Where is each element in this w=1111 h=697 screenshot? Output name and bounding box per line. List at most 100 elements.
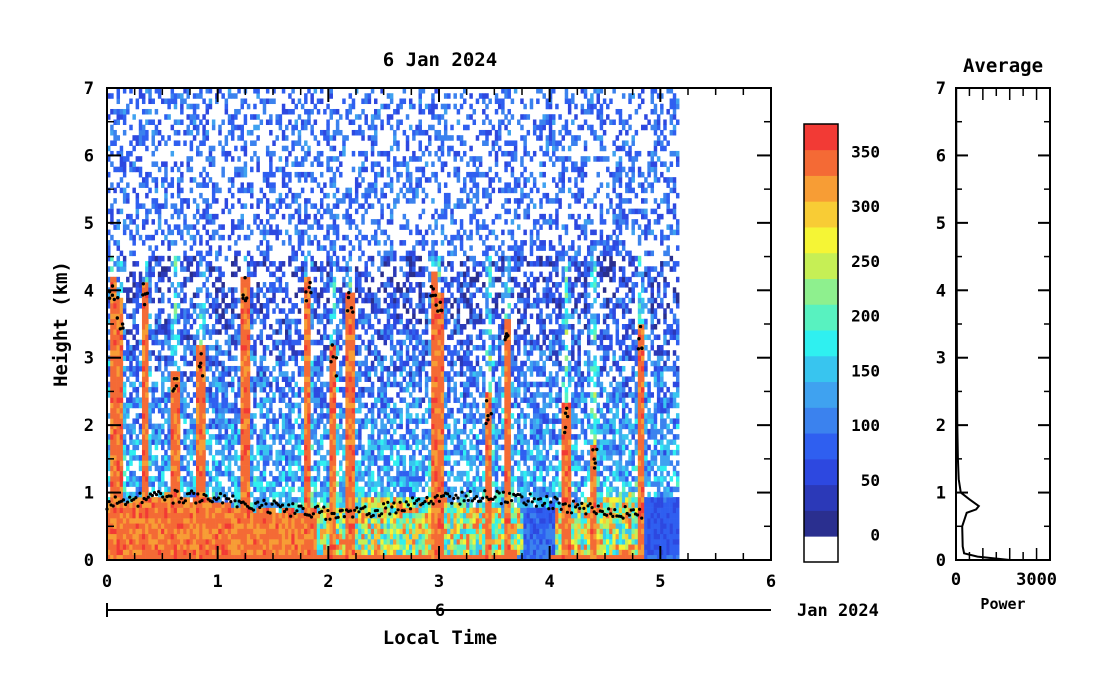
heatmap-cell — [135, 287, 140, 293]
heatmap-cell — [351, 523, 356, 529]
heatmap-cell — [132, 240, 136, 246]
heatmap-cell — [389, 297, 394, 304]
heatmap-cell — [351, 318, 356, 325]
heatmap-cell — [208, 444, 213, 451]
heatmap-cell — [186, 229, 190, 236]
heatmap-cell — [113, 187, 117, 194]
heatmap-cell — [202, 444, 206, 451]
heatmap-cell — [285, 418, 289, 424]
heatmap-cell — [259, 476, 264, 482]
heatmap-cell — [332, 135, 337, 141]
heatmap-cell — [167, 114, 171, 120]
heatmap-cell — [281, 423, 286, 430]
heatmap-cell — [183, 455, 187, 461]
heatmap-cell — [161, 376, 165, 382]
heatmap-cell — [380, 229, 384, 236]
heatmap-cell — [129, 313, 133, 320]
heatmap-cell — [367, 434, 372, 440]
heatmap-cell — [307, 381, 311, 388]
heatmap-cell — [202, 523, 206, 529]
heatmap-cell — [215, 229, 219, 236]
heatmap-cell — [262, 539, 267, 545]
heatmap-cell — [234, 371, 238, 377]
heatmap-cell — [386, 539, 391, 545]
heatmap-cell — [291, 318, 295, 325]
heatmap-cell — [145, 470, 149, 477]
heatmap-cell — [259, 119, 264, 126]
heatmap-cell — [335, 229, 340, 236]
heatmap-cell — [119, 187, 124, 194]
heatmap-cell — [170, 318, 175, 325]
heatmap-cell — [370, 124, 375, 131]
heatmap-cell — [234, 397, 238, 403]
heatmap-cell — [386, 292, 391, 299]
heatmap-cell — [310, 518, 314, 524]
heatmap-cell — [383, 381, 388, 388]
heatmap-cell — [141, 276, 146, 283]
heatmap-cell — [113, 554, 117, 561]
heatmap-cell — [119, 554, 124, 561]
heatmap-cell — [116, 392, 121, 398]
heatmap-cell — [367, 392, 372, 398]
heatmap-cell — [345, 528, 349, 535]
heatmap-cell — [275, 287, 279, 293]
heatmap-cell — [389, 497, 394, 503]
heatmap-cell — [265, 182, 270, 188]
heatmap-cell — [291, 460, 295, 466]
heatmap-cell — [332, 213, 337, 220]
heatmap-cell — [342, 135, 346, 141]
heatmap-cell — [176, 386, 181, 393]
heatmap-cell — [281, 376, 286, 382]
heatmap-cell — [202, 507, 206, 514]
heatmap-cell — [339, 460, 343, 466]
heatmap-cell — [332, 308, 337, 314]
heatmap-cell — [240, 402, 244, 409]
heatmap-cell — [370, 140, 375, 146]
heatmap-cell — [215, 449, 219, 456]
heatmap-cell — [389, 250, 394, 257]
heatmap-cell — [250, 386, 254, 393]
heatmap-cell — [342, 491, 346, 498]
heatmap-cell — [215, 292, 219, 299]
heatmap-cell — [157, 93, 162, 99]
heatmap-cell — [218, 502, 222, 508]
heatmap-cell — [202, 554, 206, 561]
heatmap-cell — [126, 329, 130, 335]
heatmap-cell — [259, 240, 264, 246]
heatmap-cell — [323, 507, 327, 514]
heatmap-cell — [243, 329, 248, 335]
heatmap-cell — [393, 376, 397, 382]
heatmap-cell — [345, 407, 349, 414]
heatmap-cell — [310, 339, 314, 346]
heatmap-cell — [329, 460, 333, 466]
heatmap-cell — [243, 470, 248, 477]
heatmap-cell — [278, 203, 283, 209]
heatmap-cell — [192, 476, 197, 482]
heatmap-cell — [110, 371, 114, 377]
heatmap-cell — [294, 303, 299, 309]
heatmap-cell — [246, 266, 251, 272]
heatmap-cell — [265, 539, 270, 545]
heatmap-cell — [250, 455, 254, 461]
heatmap-cell — [288, 402, 292, 409]
heatmap-cell — [380, 213, 384, 220]
heatmap-cell — [218, 140, 222, 146]
heatmap-cell — [281, 166, 286, 173]
heatmap-cell — [240, 407, 244, 414]
heatmap-cell — [132, 292, 136, 299]
heatmap-cell — [348, 470, 353, 477]
heatmap-cell — [145, 219, 149, 225]
heatmap-cell — [199, 386, 203, 393]
heatmap-cell — [370, 539, 375, 545]
heatmap-cell — [386, 303, 391, 309]
heatmap-cell — [348, 276, 353, 283]
heatmap-cell — [250, 470, 254, 477]
heatmap-cell — [110, 449, 114, 456]
heatmap-cell — [278, 397, 283, 403]
heatmap-cell — [374, 418, 378, 424]
heatmap-cell — [374, 497, 378, 503]
heatmap-cell — [345, 339, 349, 346]
heatmap-cell — [157, 166, 162, 173]
heatmap-cell — [215, 376, 219, 382]
heatmap-cell — [323, 465, 327, 472]
